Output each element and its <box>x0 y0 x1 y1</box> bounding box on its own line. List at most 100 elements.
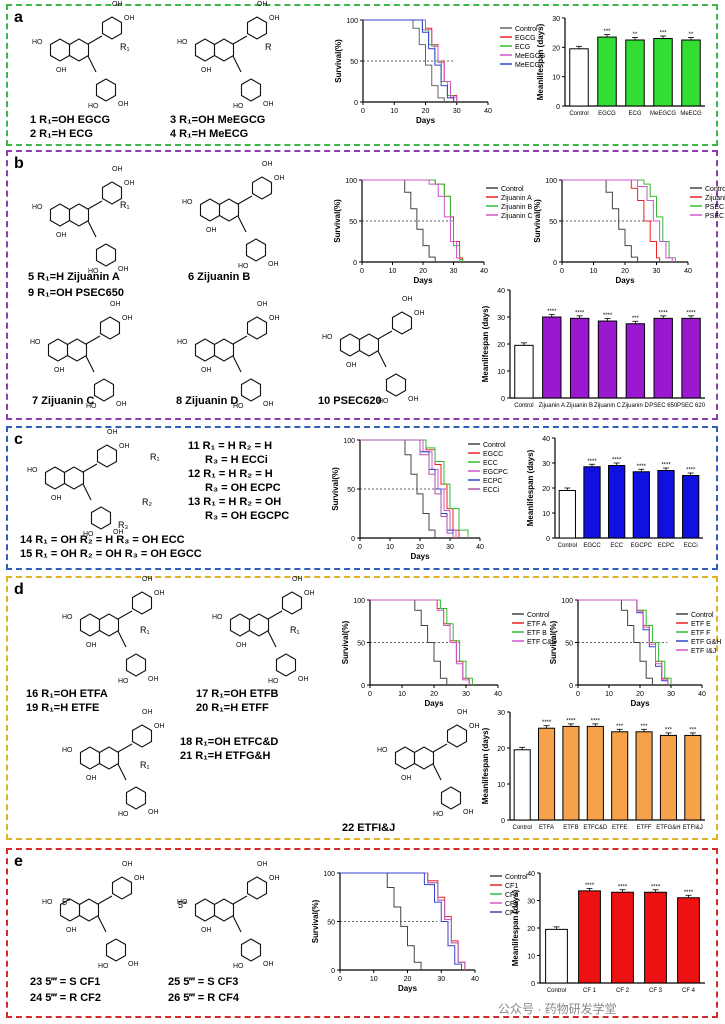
series-line-control <box>562 179 639 262</box>
y-tick-label: 30 <box>497 710 505 717</box>
category-label: ECC <box>610 543 623 549</box>
compound-label: 23 5‴ = S CF1 <box>30 976 101 988</box>
legend-label: ETF F <box>691 630 710 637</box>
legend-label: ETF B <box>527 630 547 637</box>
r-group-label: R <box>265 42 272 52</box>
legend-label: Zijuanin C <box>501 213 533 220</box>
category-label: Control <box>547 988 566 994</box>
x-tick-label: 40 <box>484 108 492 115</box>
panel-e: e <box>6 848 718 1018</box>
y-tick-label: 40 <box>497 288 505 295</box>
significance-label: **** <box>659 310 669 316</box>
y-tick-label: 50 <box>349 219 357 226</box>
category-label: Zijuanin B <box>566 403 593 409</box>
y-axis-label: Survival(%) <box>311 899 320 943</box>
x-tick-label: 20 <box>422 108 430 115</box>
bar <box>659 734 677 821</box>
bar <box>608 465 626 539</box>
series-line-control <box>578 599 653 685</box>
legend-label: ECPC <box>483 478 502 485</box>
bar <box>644 891 667 984</box>
legend-label: ETF G&H <box>691 639 721 646</box>
series-line-zijuanin-b <box>362 179 464 262</box>
y-tick-label: 0 <box>501 818 505 825</box>
bar <box>611 891 634 984</box>
series-line-zijuanin-c <box>362 179 461 262</box>
x-tick-label: 40 <box>476 544 484 551</box>
x-tick-label: 30 <box>462 691 470 698</box>
category-label: ETFF <box>637 825 652 831</box>
chart-e-bar: 0 10 20 30 40 Meanlifespan (days) Control **** C… <box>511 871 705 994</box>
x-tick-label: 40 <box>471 976 479 983</box>
category-label: PSEC 650 <box>649 403 678 409</box>
bar <box>677 897 700 984</box>
category-label: ECG <box>628 111 641 117</box>
x-axis-label: Days <box>413 276 433 285</box>
bar <box>545 928 568 984</box>
significance-label: **** <box>587 459 597 465</box>
y-tick-label: 0 <box>501 396 505 403</box>
bar <box>514 344 534 399</box>
compound-label: 8 Zijuanin D <box>176 395 239 407</box>
watermark: 公众号 · 药物研发学堂 <box>498 1002 617 1016</box>
series-line-control <box>363 19 445 102</box>
compound-label: 17 R₁=OH ETFB <box>196 688 279 700</box>
series-line-zijuanin-d <box>562 179 661 262</box>
category-label: Control <box>514 403 533 409</box>
bar <box>562 725 580 821</box>
compound-label: 24 5‴ = R CF2 <box>30 992 101 1004</box>
chart-d-surv1: 0 50 100 Survival(%) 0 10 20 30 40 Days Control ETF… <box>341 598 557 708</box>
x-tick-label: 0 <box>361 108 365 115</box>
category-label: ECCi <box>684 543 698 549</box>
legend-label: ETF C&D <box>527 639 557 646</box>
series-line-control <box>370 599 448 685</box>
category-label: Zijuanin C <box>594 403 622 409</box>
bar <box>538 727 556 821</box>
y-tick-label: 50 <box>347 487 355 494</box>
chart-b-surv1: 0 50 100 Survival(%) 0 10 20 30 40 Days Control Zij… <box>333 178 533 285</box>
chart-b-surv2: 0 50 100 Survival(%) 0 10 20 30 40 Days Control Zij… <box>533 178 725 285</box>
compound-label: 26 5‴ = R CF4 <box>168 992 239 1004</box>
compound-label: R₃ = OH EGCPC <box>205 510 290 522</box>
y-tick-label: 20 <box>497 342 505 349</box>
bar <box>542 316 562 399</box>
y-tick-label: 100 <box>345 178 357 185</box>
significance-label: *** <box>689 727 697 733</box>
category-label: ETFA <box>539 825 554 831</box>
compound-label: 19 R₁=H ETFE <box>26 702 100 714</box>
category-label: CF 4 <box>682 988 696 994</box>
y-tick-label: 0 <box>556 104 560 111</box>
bar <box>569 317 590 399</box>
y-tick-label: 0 <box>569 683 573 690</box>
category-label: Control <box>513 825 532 831</box>
y-tick-label: 30 <box>552 16 560 23</box>
compound-label: 13 R₁ = H R₂ = OH <box>188 496 282 508</box>
compound-label: 11 R₁ = H R₂ = H <box>188 440 273 452</box>
compound-label: 15 R₁ = OH R₂ = OH R₃ = OH EGCC <box>20 548 202 560</box>
category-label: EGCC <box>583 543 601 549</box>
panel-label: b <box>14 155 24 172</box>
x-axis-label: Days <box>630 699 650 708</box>
y-tick-label: 50 <box>565 641 573 648</box>
legend-label: ECCi <box>483 487 500 494</box>
category-label: ETFE <box>612 825 627 831</box>
significance-label: *** <box>659 31 667 37</box>
panel-label: e <box>14 853 23 870</box>
x-tick-label: 40 <box>480 268 488 275</box>
category-label: ETFB <box>563 825 578 831</box>
r-group-label: R₁ <box>290 625 300 635</box>
y-tick-label: 30 <box>497 315 505 322</box>
category-label: MeECG <box>680 111 702 117</box>
category-label: ETFG&H <box>656 825 680 831</box>
y-tick-label: 50 <box>357 641 365 648</box>
y-tick-label: 30 <box>542 461 550 468</box>
legend-label: Control <box>705 186 725 193</box>
category-label: Control <box>569 111 588 117</box>
significance-label: **** <box>686 468 696 474</box>
x-tick-label: 30 <box>653 268 661 275</box>
bar <box>569 48 589 107</box>
chart-e-surv: 0 50 100 Survival(%) 0 10 20 30 40 Days Control CF1… <box>311 871 528 993</box>
series-line-etf-c-d <box>370 599 470 685</box>
bar <box>653 38 673 107</box>
bar <box>586 725 604 821</box>
